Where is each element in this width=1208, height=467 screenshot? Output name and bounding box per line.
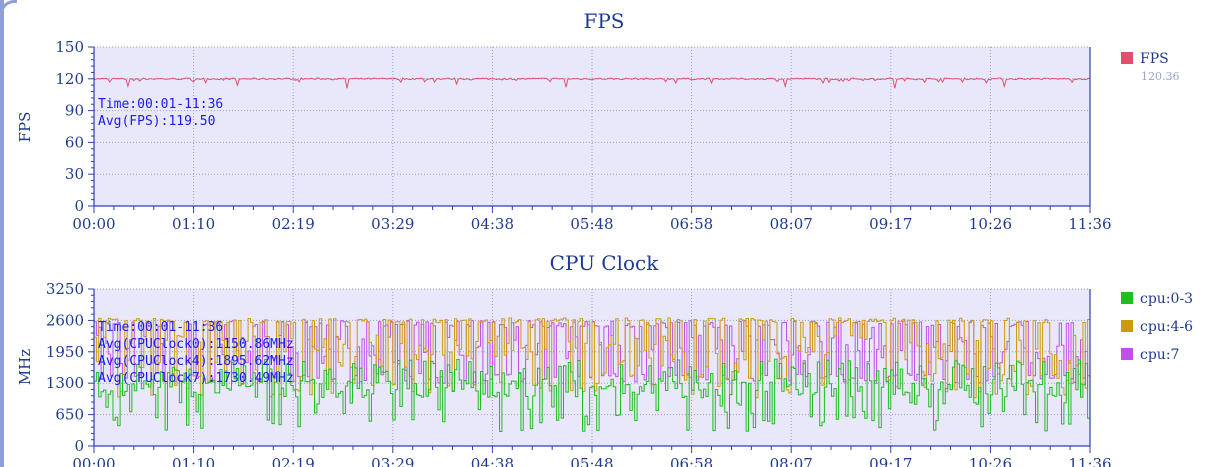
cpu-series-group bbox=[94, 317, 1091, 432]
x-tick-label: 06:58 bbox=[670, 455, 713, 467]
fps-series-group bbox=[93, 77, 1091, 89]
fps-chart-title: FPS bbox=[583, 9, 624, 33]
fps-annotation-time: Time:00:01-11:36 bbox=[98, 97, 223, 112]
x-tick-label: 09:17 bbox=[869, 455, 912, 467]
x-tick-label: 06:58 bbox=[670, 215, 713, 233]
x-tick-label: 08:07 bbox=[770, 215, 813, 233]
fps-annotation-avg: Avg(FPS):119.50 bbox=[98, 114, 215, 129]
window-left-edge bbox=[0, 0, 4, 467]
legend-item-cpu-4-6[interactable]: cpu:4-6 bbox=[1121, 319, 1193, 335]
x-tick-label: 10:26 bbox=[969, 215, 1012, 233]
fps-legend-label: FPS bbox=[1140, 51, 1169, 67]
x-tick-label: 10:26 bbox=[969, 455, 1012, 467]
legend-label-cpu-0-3: cpu:0-3 bbox=[1140, 291, 1193, 307]
y-tick-label: 0 bbox=[74, 197, 84, 215]
fps-axes: 0 30 60 90 120 150 00:00 01:10 02:19 03:29 04:38 05… bbox=[55, 38, 1111, 233]
fps-legend-swatch bbox=[1121, 52, 1133, 64]
legend-label-cpu-7: cpu:7 bbox=[1140, 347, 1179, 363]
x-tick-label: 02:19 bbox=[272, 215, 315, 233]
y-tick-label: 0 bbox=[74, 437, 84, 455]
cpu-annotation-avg0: Avg(CPUClock0):1150.86MHz bbox=[98, 337, 294, 352]
cpu-chart-title: CPU Clock bbox=[550, 251, 660, 275]
y-tick-label: 150 bbox=[55, 38, 84, 56]
y-tick-label: 3250 bbox=[46, 280, 84, 298]
fps-legend-value: 120.36 bbox=[1141, 70, 1180, 83]
fps-y-axis-label: FPS bbox=[16, 112, 34, 143]
legend-swatch-cpu-4-6 bbox=[1121, 320, 1133, 332]
cpu-annotation-time: Time:00:01-11:36 bbox=[98, 320, 223, 335]
window-corner bbox=[0, 0, 17, 17]
x-tick-label: 09:17 bbox=[869, 215, 912, 233]
x-tick-label: 03:29 bbox=[371, 455, 414, 467]
cpu-annotation-avg4: Avg(CPUClock4):1895.62MHz bbox=[98, 354, 294, 369]
legend-label-cpu-4-6: cpu:4-6 bbox=[1140, 319, 1193, 335]
cpu-y-axis-label: MHz bbox=[16, 349, 34, 385]
legend-item-cpu-0-3[interactable]: cpu:0-3 bbox=[1121, 291, 1193, 307]
fps-chart: 0 30 60 90 120 150 00:00 01:10 02:19 03:29 04:38 05… bbox=[16, 9, 1180, 233]
cpu-series-line-0 bbox=[94, 358, 1091, 432]
x-tick-label: 01:10 bbox=[172, 215, 215, 233]
x-tick-label: 00:00 bbox=[72, 215, 115, 233]
cpu-annotation-avg7: Avg(CPUClock7):1730.49MHz bbox=[98, 371, 294, 386]
y-tick-label: 120 bbox=[55, 70, 84, 88]
cpu-clock-chart: 0 650 1300 1950 2600 3250 00:00 01:10 02:19 03:29… bbox=[16, 251, 1193, 467]
x-tick-label: 11:36 bbox=[1068, 215, 1111, 233]
cpu-series-line-1 bbox=[94, 317, 1091, 399]
legend-item-cpu-7[interactable]: cpu:7 bbox=[1121, 347, 1179, 363]
y-tick-label: 30 bbox=[65, 165, 84, 183]
x-tick-label: 04:38 bbox=[471, 215, 514, 233]
x-tick-label: 04:38 bbox=[471, 455, 514, 467]
y-tick-label: 650 bbox=[55, 406, 84, 424]
x-tick-label: 05:48 bbox=[570, 215, 613, 233]
x-tick-label: 01:10 bbox=[172, 455, 215, 467]
x-tick-label: 11:36 bbox=[1068, 455, 1111, 467]
x-tick-label: 02:19 bbox=[272, 455, 315, 467]
x-tick-label: 05:48 bbox=[570, 455, 613, 467]
cpu-axes: 0 650 1300 1950 2600 3250 00:00 01:10 02:19 03:29… bbox=[46, 280, 1112, 467]
legend-swatch-cpu-0-3 bbox=[1121, 292, 1133, 304]
y-tick-label: 90 bbox=[65, 102, 84, 120]
y-tick-label: 2600 bbox=[46, 311, 84, 329]
legend-swatch-cpu-7 bbox=[1121, 348, 1133, 360]
x-tick-label: 08:07 bbox=[770, 455, 813, 467]
cpu-legend: cpu:0-3 cpu:4-6 cpu:7 bbox=[1121, 291, 1193, 363]
fps-series-line bbox=[93, 77, 1091, 89]
x-tick-label: 03:29 bbox=[371, 215, 414, 233]
y-tick-label: 60 bbox=[65, 133, 84, 151]
y-tick-label: 1300 bbox=[46, 374, 84, 392]
x-tick-label: 00:00 bbox=[72, 455, 115, 467]
y-tick-label: 1950 bbox=[46, 343, 84, 361]
fps-legend[interactable]: FPS 120.36 bbox=[1121, 51, 1180, 83]
